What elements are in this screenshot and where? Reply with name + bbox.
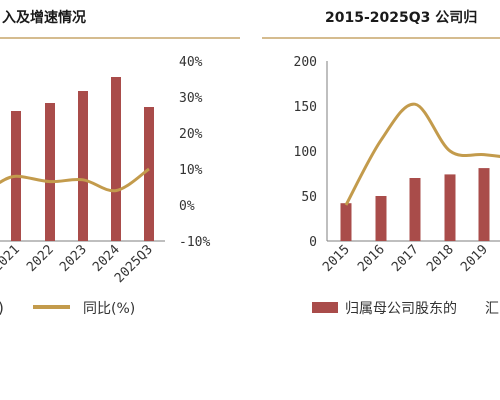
right-bar-2017 — [409, 178, 421, 241]
right-ytick-label: 150 — [294, 100, 317, 115]
right-legend-bar-label-cut: 汇 — [485, 301, 499, 317]
left-bar-2023 — [78, 91, 88, 241]
right-ytick-label: 200 — [294, 55, 317, 70]
left-bar-2022 — [45, 103, 55, 241]
left-y2tick-label: 40% — [179, 55, 203, 70]
right-xtick-label: 2016 — [355, 242, 388, 275]
left-y2tick-label: -10% — [179, 235, 210, 250]
left-xtick-label: 2021 — [0, 242, 23, 275]
left-bar-2024 — [111, 77, 121, 241]
right-ytick-label: 100 — [294, 145, 317, 160]
left-y2tick-label: 0% — [179, 199, 195, 214]
right-bar-2019 — [478, 168, 490, 241]
right-legend-bar-swatch — [312, 302, 338, 313]
left-xtick-label: 2022 — [24, 242, 57, 275]
left-chart-title: 入及增速情况 — [2, 9, 86, 26]
right-bar-2018 — [444, 174, 456, 241]
right-bar-2015 — [340, 203, 352, 241]
left-y2tick-label: 10% — [179, 163, 203, 178]
right-chart-title: 2015-2025Q3 公司归 — [325, 9, 477, 26]
right-ytick-label: 0 — [309, 235, 317, 250]
left-legend-bar-label: ) — [0, 299, 4, 317]
left-y2tick-label: 20% — [179, 127, 203, 142]
right-bar-2016 — [375, 196, 387, 241]
left-series-line-yoy — [0, 167, 150, 193]
left-legend-line-label: 同比(%) — [83, 301, 135, 317]
right-ytick-label: 50 — [301, 190, 317, 205]
right-xtick-label: 2018 — [424, 242, 457, 275]
right-xtick-label: 2019 — [458, 242, 491, 275]
right-legend-bar-label: 归属母公司股东的 — [345, 300, 457, 317]
right-xtick-label: 2015 — [320, 242, 353, 275]
left-xtick-label: 2023 — [57, 242, 90, 275]
left-y2tick-label: 30% — [179, 91, 203, 106]
right-xtick-label: 2017 — [389, 242, 422, 275]
right-series-line — [344, 102, 500, 206]
left-bar-2025Q3 — [144, 107, 154, 241]
